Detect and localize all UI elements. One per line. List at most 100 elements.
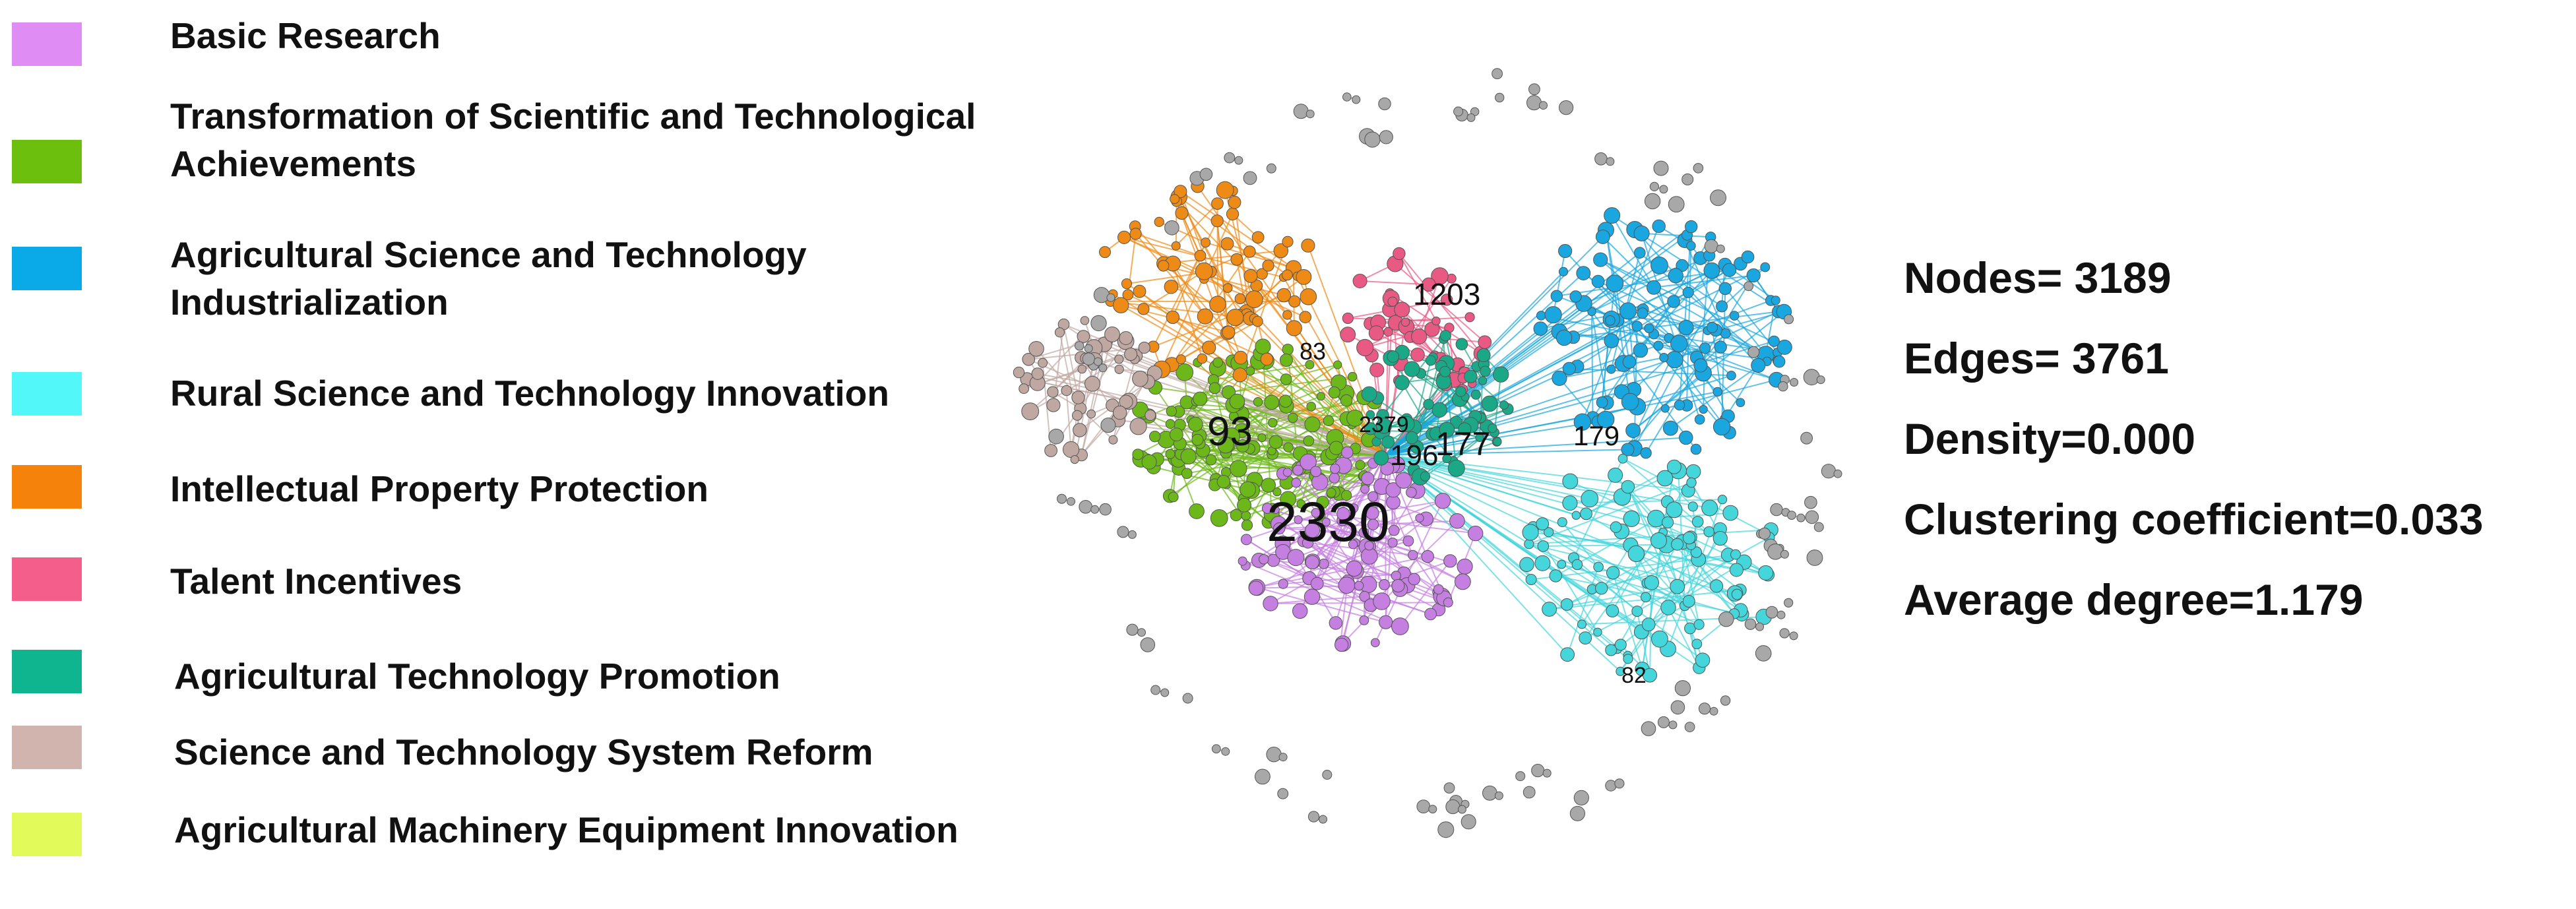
- network-edge: [1559, 377, 1594, 418]
- network-node: [1364, 540, 1374, 551]
- network-node: [1707, 321, 1718, 333]
- network-node: [1580, 507, 1592, 520]
- network-node: [1220, 237, 1234, 251]
- network-node: [1141, 454, 1157, 470]
- network-node: [1678, 319, 1694, 336]
- network-edge: [1270, 602, 1449, 604]
- network-node: [1329, 616, 1343, 630]
- network-node: [1424, 608, 1437, 621]
- network-edge: [1385, 226, 1692, 456]
- network-node: [1292, 464, 1304, 476]
- network-node: [1282, 468, 1292, 477]
- hub-label-196: 196: [1390, 439, 1438, 472]
- network-node: [1031, 367, 1044, 380]
- legend-label: Agricultural Machinery Equipment Innovat…: [174, 809, 958, 850]
- network-node: [1682, 531, 1696, 545]
- network-node: [1455, 573, 1471, 590]
- network-edge: [1172, 263, 1206, 317]
- network-edge: [1715, 311, 1784, 331]
- network-node: [1667, 295, 1680, 308]
- network-node: [1633, 342, 1649, 358]
- network-node: [1323, 415, 1335, 426]
- network-node: [1767, 544, 1784, 560]
- network-node: [1240, 534, 1252, 546]
- network-node: [1631, 321, 1643, 332]
- network-node: [1230, 253, 1243, 266]
- network-node: [1591, 274, 1605, 288]
- network-node: [1670, 579, 1685, 594]
- network-node: [1776, 610, 1786, 619]
- network-node: [1086, 409, 1096, 419]
- network-node: [1604, 207, 1621, 224]
- network-edge: [1385, 391, 1622, 456]
- network-node: [1364, 131, 1381, 148]
- network-edge: [1172, 263, 1203, 359]
- network-node: [1605, 315, 1616, 326]
- network-node: [1558, 243, 1573, 259]
- network-node: [1209, 382, 1221, 394]
- network-node: [1132, 449, 1144, 460]
- network-node: [1651, 630, 1668, 648]
- network-node: [1366, 410, 1375, 420]
- network-node: [1261, 478, 1276, 493]
- network-node: [1773, 355, 1786, 368]
- network-node: [1375, 418, 1393, 434]
- network-node: [1241, 519, 1253, 531]
- network-node: [1293, 104, 1309, 119]
- network-node: [1277, 788, 1289, 799]
- network-node: [1077, 364, 1087, 374]
- network-node: [1668, 720, 1678, 730]
- network-node: [1605, 644, 1618, 656]
- network-node: [1402, 535, 1414, 547]
- network-node: [1478, 335, 1492, 350]
- network-node: [1044, 444, 1057, 457]
- network-edge: [1612, 573, 1643, 670]
- network-node: [1280, 373, 1292, 385]
- network-node: [1674, 399, 1685, 411]
- legend-swatch: [12, 140, 82, 183]
- network-node: [1729, 311, 1740, 321]
- network-edge: [1134, 226, 1228, 334]
- network-node: [1355, 460, 1366, 470]
- network-edge: [1065, 391, 1072, 450]
- network-node: [1202, 340, 1216, 355]
- network-node: [1751, 358, 1766, 373]
- network-node: [1360, 484, 1370, 494]
- network-node: [1369, 362, 1385, 377]
- network-edge: [1721, 288, 1726, 427]
- network-node: [1211, 744, 1221, 754]
- network-node: [1709, 579, 1724, 593]
- network-node: [1445, 799, 1461, 815]
- network-node: [1307, 811, 1320, 823]
- network-node: [1422, 277, 1436, 292]
- network-node: [1803, 369, 1820, 386]
- network-node: [1282, 344, 1294, 356]
- network-edge: [1690, 245, 1778, 354]
- network-edge: [1542, 523, 1685, 607]
- network-node: [1650, 532, 1667, 549]
- network-node: [1634, 247, 1646, 259]
- network-node: [1061, 385, 1072, 396]
- network-node: [1816, 375, 1825, 385]
- network-edge: [1675, 275, 1722, 307]
- network-node: [1784, 314, 1794, 325]
- network-graph: 1203 83 93 2379 196 177 179 2330 82: [990, 0, 1900, 909]
- network-node: [1266, 163, 1276, 173]
- network-node: [1216, 181, 1234, 199]
- network-edge: [1385, 454, 1691, 538]
- network-node: [1528, 83, 1540, 96]
- network-node: [1437, 821, 1455, 838]
- network-node: [1305, 360, 1315, 369]
- network-node: [1693, 358, 1708, 373]
- legend-item-transformation: Transformation of Scientific and Technol…: [0, 92, 990, 185]
- network-node: [1515, 771, 1526, 782]
- network-node: [1710, 189, 1726, 206]
- network-node: [1264, 394, 1280, 410]
- network-node: [1605, 780, 1617, 792]
- network-node: [1262, 259, 1274, 272]
- network-node: [1698, 703, 1711, 715]
- network-node: [1434, 493, 1451, 509]
- network-edge: [1385, 391, 1718, 456]
- network-edge: [1385, 454, 1445, 599]
- network-edge: [1398, 253, 1482, 354]
